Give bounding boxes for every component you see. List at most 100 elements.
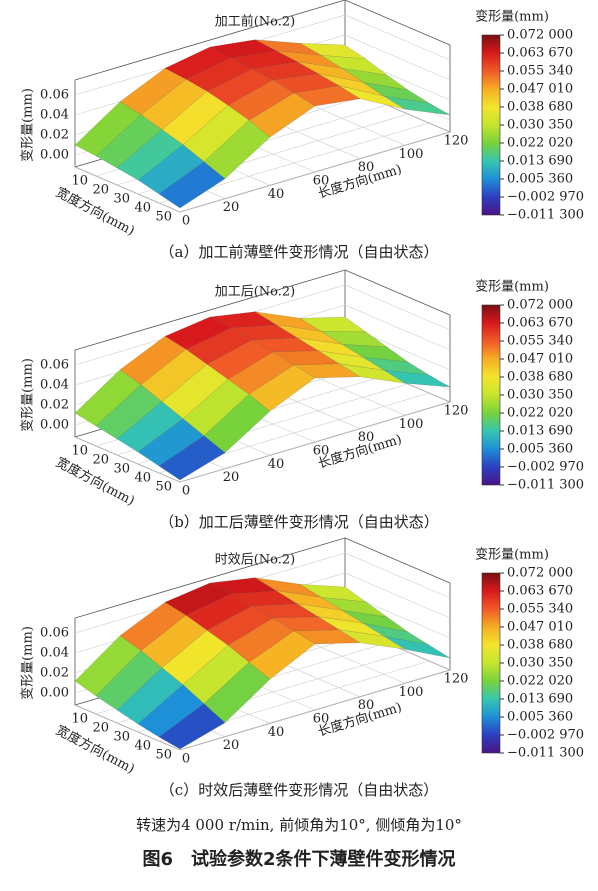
z-tick-label: 0.04 (40, 646, 69, 661)
y-tick-label: 40 (134, 739, 151, 754)
surface-patch (383, 636, 451, 659)
x-tick-label: 0 (182, 484, 190, 499)
x-tick-label: 40 (268, 187, 285, 202)
x-tick-label: 40 (268, 457, 285, 472)
caption: （c）时效后薄壁件变形情况（自由状态） (160, 781, 438, 799)
colorbar-tick-label: 0.063 670 (507, 316, 573, 331)
grid-line (179, 131, 451, 213)
y-tick-label: 20 (92, 453, 109, 468)
surface-patch (338, 363, 406, 384)
colorbar-tick-label: 0.013 690 (507, 154, 573, 169)
x-tick-label: 60 (313, 444, 330, 459)
colorbar-tick-label: 0.055 340 (507, 64, 573, 79)
grid-line (74, 166, 181, 213)
colorbar-tick-label: −0.011 300 (507, 478, 584, 493)
colorbar-tick-label: 0.047 010 (507, 620, 573, 635)
grid-line (299, 638, 406, 684)
x-tick-label: 0 (182, 752, 190, 767)
colorbar-tick-label: −0.002 970 (507, 190, 584, 205)
x-tick-label: 60 (313, 174, 330, 189)
z-tick-label: 0.06 (40, 626, 69, 641)
colorbar (481, 34, 501, 216)
colorbar-tick-label: 0.022 020 (507, 136, 573, 151)
y-tick-label: 30 (113, 730, 130, 745)
z-tick-label: 0.06 (40, 88, 69, 103)
grid-line (179, 401, 451, 483)
x-tick-label: 100 (399, 147, 424, 162)
colorbar-tick-label: −0.002 970 (507, 728, 584, 743)
x-tick-label: 80 (358, 698, 375, 713)
x-tick-label: 120 (444, 672, 469, 687)
x-tick-label: 100 (399, 685, 424, 700)
colorbar-tick-label: 0.055 340 (507, 334, 573, 349)
x-tick-label: 80 (358, 430, 375, 445)
panel: 0.00 0.02 0.04 0.06 0 20 40 60 80 100 120 10 20 30 40 5… (20, 269, 584, 531)
z-axis-label: 变形量(mm) (20, 358, 36, 432)
colorbar-tick-label: 0.013 690 (507, 424, 573, 439)
surface-patch (338, 629, 406, 650)
y-tick-label: 30 (113, 192, 130, 207)
colorbar-tick-label: 0.030 350 (507, 656, 573, 671)
x-tick-label: 100 (399, 417, 424, 432)
grid-line (74, 436, 181, 483)
surface-patch (158, 435, 226, 481)
surface-patch (158, 703, 226, 750)
colorbar-tick-label: 0.063 670 (507, 46, 573, 61)
surface-patch (293, 363, 361, 379)
surface-patch (293, 629, 361, 645)
colorbar-tick-label: 0.072 000 (507, 566, 573, 581)
colorbar-tick-label: −0.011 300 (507, 208, 584, 223)
chart-title: 加工前(No.2) (215, 14, 296, 30)
z-tick-label: 0.04 (40, 108, 69, 123)
colorbar-tick-label: 0.038 680 (507, 638, 573, 653)
colorbar-tick-label: 0.013 690 (507, 692, 573, 707)
z-axis-label: 变形量(mm) (20, 626, 36, 700)
colorbar-tick-label: 0.030 350 (507, 388, 573, 403)
x-tick-label: 0 (182, 214, 190, 229)
colorbar-tick-label: 0.047 010 (507, 352, 573, 367)
caption: （b）加工后薄壁件变形情况（自由状态） (159, 513, 439, 531)
x-tick-label: 20 (223, 738, 240, 753)
x-tick-label: 20 (223, 200, 240, 215)
colorbar-tick-label: 0.030 350 (507, 118, 573, 133)
surface-patch (293, 85, 361, 107)
surface-patch (158, 161, 226, 209)
grid-line (74, 704, 181, 751)
x-tick-label: 60 (313, 712, 330, 727)
z-tick-label: 0.02 (40, 398, 69, 413)
surface-patch (203, 120, 271, 179)
z-tick-label: 0.04 (40, 378, 69, 393)
y-tick-label: 10 (71, 712, 88, 727)
colorbar-tick-label: −0.002 970 (507, 460, 584, 475)
caption: （a）加工前薄壁件变形情况（自由状态） (160, 243, 439, 261)
y-tick-label: 20 (92, 183, 109, 198)
grid-line (179, 669, 451, 751)
note: 转速为4 000 r/min, 前倾角为10°, 侧倾角为10° (136, 816, 462, 834)
colorbar-tick-label: 0.038 680 (507, 100, 573, 115)
z-tick-label: 0.06 (40, 358, 69, 373)
y-tick-label: 50 (155, 480, 172, 495)
x-tick-label: 40 (268, 725, 285, 740)
y-tick-label: 50 (155, 210, 172, 225)
colorbar-title: 变形量(mm) (475, 547, 549, 563)
x-tick-label: 80 (358, 160, 375, 175)
panel: 0.00 0.02 0.04 0.06 0 20 40 60 80 100 120 10 20 30 40 5… (20, 537, 584, 799)
y-tick-label: 40 (134, 471, 151, 486)
colorbar-tick-label: 0.005 360 (507, 442, 573, 457)
x-tick-label: 120 (444, 404, 469, 419)
colorbar-tick-label: 0.005 360 (507, 172, 573, 187)
z-tick-label: 0.00 (40, 418, 69, 433)
surface-patch (383, 96, 451, 116)
y-tick-label: 10 (71, 444, 88, 459)
surface-patch (248, 92, 316, 138)
colorbar-tick-label: 0.072 000 (507, 28, 573, 43)
colorbar-tick-label: 0.072 000 (507, 298, 573, 313)
surface-patch (248, 630, 316, 680)
surface-patch (383, 370, 451, 388)
colorbar-tick-label: 0.038 680 (507, 370, 573, 385)
chart-title: 加工后(No.2) (215, 285, 296, 300)
colorbar-tick-label: 0.063 670 (507, 584, 573, 599)
colorbar-tick-label: 0.047 010 (507, 82, 573, 97)
surface-patch (248, 364, 316, 412)
